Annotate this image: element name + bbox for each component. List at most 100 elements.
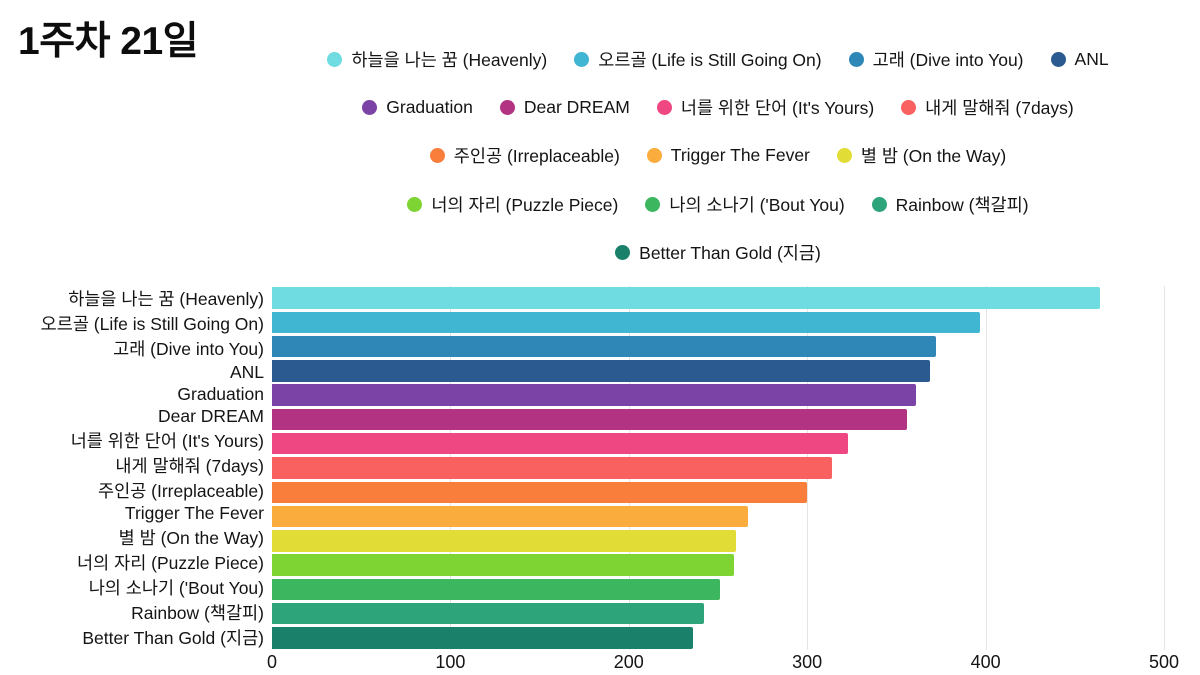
y-axis-label: Graduation: [177, 383, 264, 404]
legend-color-dot-icon: [836, 148, 852, 164]
bar[interactable]: [272, 360, 931, 382]
y-axis-label: 주인공 (Irreplaceable): [98, 480, 264, 501]
bar[interactable]: [272, 432, 849, 455]
legend-item-label: Better Than Gold (지금): [639, 243, 821, 264]
legend-color-dot-icon: [429, 148, 445, 164]
legend-row: 너의 자리 (Puzzle Piece) 나의 소나기 ('Bout You) Ra…: [272, 180, 1164, 228]
bar[interactable]: [272, 602, 704, 625]
bar-row: [272, 432, 1164, 456]
legend-color-dot-icon: [656, 100, 672, 116]
y-axis-label: 하늘을 나는 꿈 (Heavenly): [68, 289, 264, 309]
x-axis-tick-label: 500: [1148, 652, 1180, 672]
y-axis-label: 내게 말해줘 (7days): [115, 455, 264, 476]
legend-item-label: Dear DREAM: [523, 97, 630, 118]
legend-item[interactable]: 고래 (Dive into You): [848, 47, 1024, 72]
legend-item[interactable]: 내게 말해줘 (7days): [901, 95, 1074, 120]
bar-row: [272, 553, 1164, 577]
y-axis-labels: 하늘을 나는 꿈 (Heavenly) 오르골 (Life is Still Go…: [0, 286, 264, 650]
bar-row: [272, 286, 1164, 310]
x-axis-tick-label: 300: [792, 652, 823, 672]
legend-color-dot-icon: [1050, 51, 1066, 67]
legend-item[interactable]: Rainbow (책갈피): [871, 192, 1029, 217]
bar-row: [272, 335, 1164, 359]
bar-row: [272, 601, 1164, 625]
legend-color-dot-icon: [362, 100, 378, 116]
legend-item-label: Graduation: [386, 97, 473, 118]
legend-item[interactable]: 너를 위한 단어 (It's Yours): [656, 95, 874, 120]
legend-item-label: Trigger The Fever: [670, 145, 810, 166]
legend-color-dot-icon: [901, 100, 917, 116]
y-axis-label: 고래 (Dive into You): [113, 339, 264, 359]
legend-color-dot-icon: [615, 245, 631, 261]
y-axis-label: ANL: [229, 361, 264, 382]
y-axis-label: 별 밤 (On the Way): [118, 528, 264, 548]
bar-row: [272, 456, 1164, 480]
bar[interactable]: [272, 335, 936, 358]
legend-item[interactable]: Dear DREAM: [499, 97, 630, 118]
legend-item[interactable]: Graduation: [362, 97, 473, 118]
bar[interactable]: [272, 481, 808, 503]
legend-item[interactable]: 오르골 (Life is Still Going On): [574, 47, 822, 72]
legend-item[interactable]: Trigger The Fever: [646, 145, 810, 166]
bar-row: [272, 626, 1164, 650]
legend-item-label: 주인공 (Irreplaceable): [453, 146, 620, 167]
legend-item-label: 너의 자리 (Puzzle Piece): [431, 194, 619, 215]
legend-item-label: 별 밤 (On the Way): [860, 146, 1007, 167]
x-axis-tick-label: 400: [970, 652, 1001, 672]
gridline: [1164, 286, 1165, 650]
y-axis-label: Trigger The Fever: [124, 503, 264, 524]
bar-row: [272, 310, 1164, 334]
x-axis-tick-label: 0: [266, 652, 278, 672]
legend-item[interactable]: ANL: [1050, 49, 1109, 70]
legend-color-dot-icon: [848, 51, 864, 67]
y-axis-label: Better Than Gold (지금): [82, 628, 264, 648]
bar-row: [272, 407, 1164, 431]
legend-row: Graduation Dear DREAM 너를 위한 단어 (It's Yours…: [272, 83, 1164, 131]
bar[interactable]: [272, 384, 917, 406]
legend-row: 하늘을 나는 꿈 (Heavenly) 오르골 (Life is Still Go…: [272, 35, 1164, 83]
bar-row: [272, 383, 1164, 407]
legend-row: 주인공 (Irreplaceable) Trigger The Fever 별 밤 …: [272, 132, 1164, 180]
page-title: 1주차 21일: [18, 20, 199, 63]
bar[interactable]: [272, 408, 908, 431]
legend-item[interactable]: 하늘을 나는 꿈 (Heavenly): [327, 47, 547, 72]
y-axis-label: 오르골 (Life is Still Going On): [40, 314, 264, 334]
bar-chart-plot-area: [272, 286, 1165, 650]
gridline: [985, 286, 987, 650]
legend-item[interactable]: Better Than Gold (지금): [615, 240, 821, 265]
legend-color-dot-icon: [407, 196, 423, 212]
bar[interactable]: [272, 311, 981, 334]
y-axis-label: 너를 위한 단어 (It's Yours): [70, 430, 264, 451]
bar[interactable]: [272, 554, 735, 576]
bar-row: [272, 480, 1164, 504]
bar-row: [272, 529, 1164, 553]
legend: 하늘을 나는 꿈 (Heavenly) 오르골 (Life is Still Go…: [272, 35, 1164, 277]
legend-color-dot-icon: [871, 196, 887, 212]
legend-color-dot-icon: [646, 148, 662, 164]
legend-item-label: 고래 (Dive into You): [872, 49, 1024, 70]
legend-item[interactable]: 너의 자리 (Puzzle Piece): [407, 192, 618, 217]
legend-color-dot-icon: [574, 51, 590, 67]
bar[interactable]: [272, 627, 694, 649]
legend-row: Better Than Gold (지금): [272, 229, 1164, 277]
bar[interactable]: [272, 505, 749, 528]
bar[interactable]: [272, 287, 1100, 309]
bar-row: [272, 504, 1164, 528]
x-axis-tick-label: 200: [613, 652, 644, 672]
bar[interactable]: [272, 457, 833, 479]
legend-item[interactable]: 별 밤 (On the Way): [836, 143, 1007, 168]
legend-item-label: 하늘을 나는 꿈 (Heavenly): [351, 49, 548, 70]
legend-item[interactable]: 나의 소나기 ('Bout You): [645, 192, 845, 217]
legend-item-label: 오르골 (Life is Still Going On): [598, 49, 822, 70]
bar[interactable]: [272, 530, 736, 552]
legend-item-label: 내게 말해줘 (7days): [925, 98, 1074, 119]
bar-row: [272, 359, 1164, 383]
y-axis-label: Rainbow (책갈피): [131, 603, 264, 623]
legend-item-label: 나의 소나기 ('Bout You): [669, 194, 845, 215]
x-axis-labels: 0 100 200 300 400 500: [267, 652, 1179, 675]
x-axis-tick-label: 100: [435, 652, 466, 672]
bar-series: [272, 286, 1164, 650]
legend-item[interactable]: 주인공 (Irreplaceable): [429, 143, 620, 168]
y-axis-label: 나의 소나기 ('Bout You): [88, 578, 264, 598]
bar[interactable]: [272, 578, 720, 601]
